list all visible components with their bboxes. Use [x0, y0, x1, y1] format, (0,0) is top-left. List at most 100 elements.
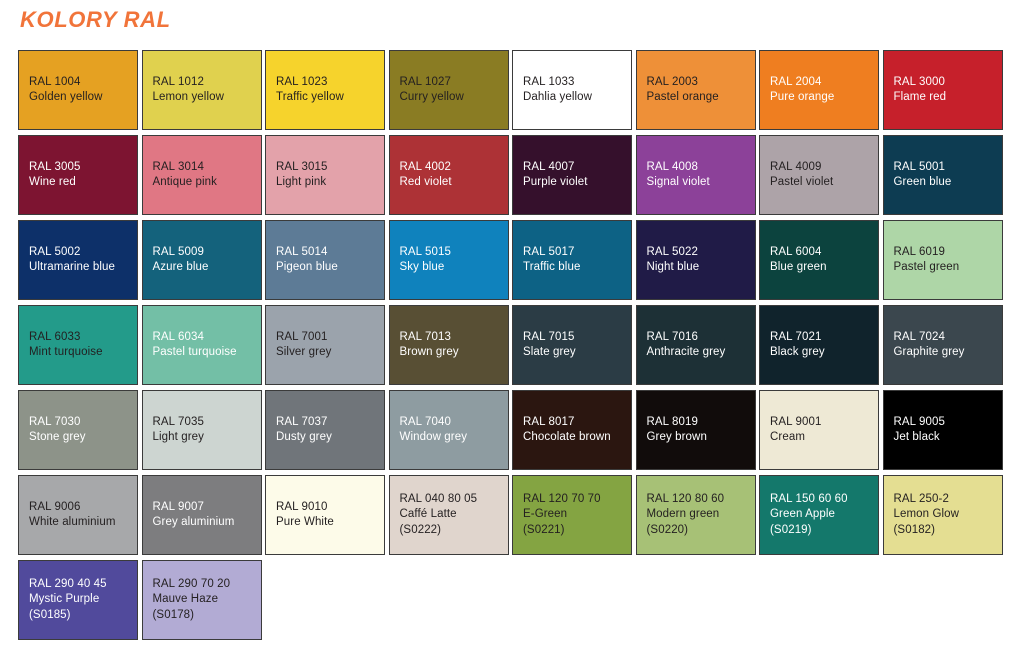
swatch-name: Light grey [152, 431, 205, 443]
color-swatch[interactable]: RAL 8017 Chocolate brown [512, 390, 632, 470]
color-swatch[interactable]: RAL 250-2 Lemon Glow (S0182) [882, 475, 1003, 555]
color-swatch[interactable]: RAL 7001 Silver grey [265, 305, 385, 385]
color-swatch[interactable]: RAL 7021 Black grey [759, 305, 879, 385]
swatch-reference: (S0185) [29, 608, 71, 621]
swatch-reference: (S0220) [646, 523, 689, 536]
swatch-code: RAL 4009 [770, 160, 822, 173]
swatch-name: Modern green [646, 508, 720, 521]
swatch-code: RAL 9010 [276, 500, 328, 513]
color-swatch[interactable]: RAL 6004 Blue green [759, 220, 879, 300]
swatch-code: RAL 7013 [399, 330, 452, 343]
color-swatch[interactable]: RAL 4002 Red violet [388, 135, 509, 215]
color-swatch[interactable]: RAL 040 80 05 Caffé Latte (S0222) [388, 475, 509, 555]
swatch-code: RAL 2004 [770, 75, 822, 88]
color-swatch[interactable]: RAL 4008 Signal violet [635, 135, 756, 215]
color-swatch[interactable]: RAL 1023 Traffic yellow [265, 50, 385, 130]
color-swatch[interactable]: RAL 5001 Green blue [882, 135, 1003, 215]
color-swatch[interactable]: RAL 7015 Slate grey [512, 305, 632, 385]
swatch-name: Brown grey [399, 346, 459, 358]
swatch-name: Light pink [276, 176, 327, 188]
color-swatch[interactable]: RAL 1033 Dahlia yellow [512, 50, 632, 130]
swatch-code: RAL 5001 [893, 160, 946, 173]
color-swatch[interactable]: RAL 7040 Window grey [388, 390, 509, 470]
swatch-code: RAL 7015 [523, 330, 575, 343]
color-swatch[interactable]: RAL 2003 Pastel orange [635, 50, 756, 130]
color-swatch[interactable]: RAL 5002 Ultramarine blue [18, 220, 138, 300]
color-swatch-grid: RAL 1004 Golden yellow RAL 1012 Lemon yello… [18, 50, 1003, 640]
swatch-code: RAL 8019 [646, 415, 699, 428]
color-swatch[interactable]: RAL 3015 Light pink [265, 135, 385, 215]
color-swatch[interactable]: RAL 5014 Pigeon blue [265, 220, 385, 300]
color-swatch[interactable]: RAL 9001 Cream [759, 390, 879, 470]
swatch-code: RAL 120 80 60 [646, 492, 725, 505]
color-swatch[interactable]: RAL 4007 Purple violet [512, 135, 632, 215]
color-swatch[interactable]: RAL 1027 Curry yellow [388, 50, 509, 130]
color-swatch[interactable]: RAL 1004 Golden yellow [18, 50, 138, 130]
swatch-code: RAL 5022 [646, 245, 699, 258]
color-swatch[interactable]: RAL 5022 Night blue [635, 220, 756, 300]
color-swatch[interactable]: RAL 2004 Pure orange [759, 50, 879, 130]
color-swatch[interactable]: RAL 290 40 45 Mystic Purple (S0185) [18, 560, 138, 640]
swatch-name: Pure orange [770, 91, 835, 103]
color-swatch[interactable]: RAL 4009 Pastel violet [759, 135, 879, 215]
swatch-code: RAL 250-2 [893, 492, 949, 505]
swatch-code: RAL 6034 [152, 330, 205, 343]
color-swatch[interactable]: RAL 6033 Mint turquoise [18, 305, 138, 385]
swatch-code: RAL 7016 [646, 330, 699, 343]
color-swatch[interactable]: RAL 9010 Pure White [265, 475, 385, 555]
color-swatch[interactable]: RAL 9007 Grey aluminium [141, 475, 262, 555]
color-swatch[interactable]: RAL 3005 Wine red [18, 135, 138, 215]
swatch-code: RAL 4007 [523, 160, 575, 173]
swatch-name: Golden yellow [29, 91, 103, 103]
swatch-name: Mint turquoise [29, 346, 103, 358]
swatch-code: RAL 3000 [893, 75, 946, 88]
color-swatch[interactable]: RAL 5009 Azure blue [141, 220, 262, 300]
swatch-name: Pastel green [893, 261, 960, 273]
color-swatch[interactable]: RAL 5017 Traffic blue [512, 220, 632, 300]
color-swatch[interactable]: RAL 6034 Pastel turquoise [141, 305, 262, 385]
color-swatch[interactable]: RAL 7016 Anthracite grey [635, 305, 756, 385]
color-swatch[interactable]: RAL 120 70 70 E-Green (S0221) [512, 475, 632, 555]
color-swatch[interactable]: RAL 7013 Brown grey [388, 305, 509, 385]
swatch-name: Graphite grey [893, 346, 965, 358]
color-swatch[interactable]: RAL 1012 Lemon yellow [141, 50, 262, 130]
swatch-code: RAL 7035 [152, 415, 205, 428]
swatch-code: RAL 7037 [276, 415, 328, 428]
swatch-code: RAL 1027 [399, 75, 452, 88]
swatch-code: RAL 6019 [893, 245, 946, 258]
swatch-code: RAL 7021 [770, 330, 822, 343]
color-swatch[interactable]: RAL 7024 Graphite grey [882, 305, 1003, 385]
swatch-name: Signal violet [646, 176, 710, 188]
color-swatch[interactable]: RAL 150 60 60 Green Apple (S0219) [759, 475, 879, 555]
color-swatch[interactable]: RAL 3000 Flame red [882, 50, 1003, 130]
swatch-name: Traffic yellow [276, 91, 344, 103]
swatch-name: White aluminium [29, 516, 116, 528]
color-swatch[interactable]: RAL 7030 Stone grey [18, 390, 138, 470]
swatch-code: RAL 7040 [399, 415, 452, 428]
swatch-code: RAL 5015 [399, 245, 452, 258]
swatch-reference: (S0182) [893, 523, 936, 536]
color-swatch[interactable]: RAL 3014 Antique pink [141, 135, 262, 215]
swatch-code: RAL 5017 [523, 245, 575, 258]
color-swatch[interactable]: RAL 120 80 60 Modern green (S0220) [635, 475, 756, 555]
swatch-code: RAL 9001 [770, 415, 822, 428]
color-swatch[interactable]: RAL 9006 White aluminium [18, 475, 138, 555]
swatch-name: Pastel orange [646, 91, 719, 103]
swatch-name: Slate grey [523, 346, 576, 358]
swatch-code: RAL 290 70 20 [152, 577, 231, 590]
color-swatch[interactable]: RAL 8019 Grey brown [635, 390, 756, 470]
swatch-code: RAL 8017 [523, 415, 575, 428]
color-swatch[interactable]: RAL 7035 Light grey [141, 390, 262, 470]
color-swatch[interactable]: RAL 9005 Jet black [882, 390, 1003, 470]
color-swatch[interactable]: RAL 5015 Sky blue [388, 220, 509, 300]
swatch-code: RAL 1004 [29, 75, 81, 88]
swatch-name: E-Green [523, 508, 568, 521]
swatch-name: Black grey [770, 346, 825, 358]
swatch-code: RAL 5009 [152, 245, 205, 258]
swatch-code: RAL 7001 [276, 330, 328, 343]
color-swatch[interactable]: RAL 290 70 20 Mauve Haze (S0178) [141, 560, 262, 640]
swatch-name: Wine red [29, 176, 76, 188]
color-swatch[interactable]: RAL 6019 Pastel green [882, 220, 1003, 300]
swatch-name: Blue green [770, 261, 827, 273]
color-swatch[interactable]: RAL 7037 Dusty grey [265, 390, 385, 470]
